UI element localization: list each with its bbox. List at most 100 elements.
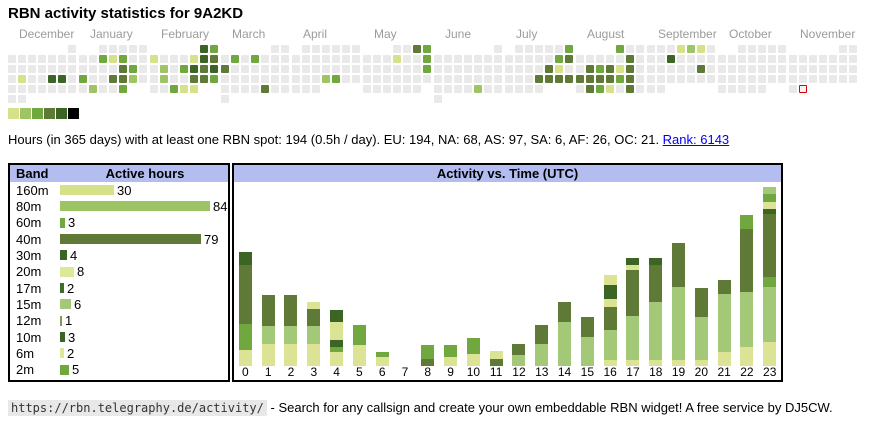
calendar-day: [647, 85, 655, 93]
calendar-day: [748, 65, 756, 73]
calendar-day: [373, 75, 381, 83]
bar-segment: [558, 322, 572, 366]
band-label: 60m: [16, 215, 42, 231]
band-hours-value: 1: [65, 313, 73, 329]
calendar-day: [200, 85, 208, 93]
calendar-day: [271, 85, 279, 93]
bar-segment: [261, 344, 275, 366]
bar-segment: [603, 285, 617, 299]
calendar-day: [403, 55, 411, 63]
month-label: November: [800, 27, 856, 41]
calendar-day: [545, 75, 553, 83]
calendar-day: [657, 65, 665, 73]
calendar-day: [261, 45, 269, 53]
hour-tick-label: 16: [603, 365, 617, 379]
calendar-day: [728, 65, 736, 73]
calendar-day: [464, 55, 472, 63]
bar-segment: [489, 351, 503, 359]
calendar-day: [18, 45, 26, 53]
footer-url: https://rbn.telegraphy.de/activity/: [8, 400, 267, 416]
bar-segment: [238, 324, 252, 350]
calendar-day: [474, 95, 482, 103]
calendar-day: [28, 65, 36, 73]
calendar-day: [332, 55, 340, 63]
hour-column: [416, 182, 439, 366]
calendar-day: [565, 55, 573, 63]
calendar-day: [707, 55, 715, 63]
calendar-day: [768, 85, 776, 93]
stacked-bar: [717, 280, 731, 366]
calendar-day: [789, 95, 797, 103]
calendar-day: [728, 45, 736, 53]
calendar-day: [403, 45, 411, 53]
hour-column: [530, 182, 553, 366]
calendar-day: [129, 95, 137, 103]
stacked-bar: [763, 187, 777, 366]
calendar-day: [434, 75, 442, 83]
bar-segment: [740, 292, 754, 347]
band-hours-bar: [60, 217, 65, 228]
bar-segment: [466, 354, 480, 366]
band-hours-bar: [60, 332, 65, 343]
calendar-day: [586, 95, 594, 103]
calendar-day: [728, 55, 736, 63]
calendar-day: [616, 95, 624, 103]
calendar-day: [221, 95, 229, 103]
month-label: February: [161, 27, 210, 41]
calendar-day: [667, 75, 675, 83]
bar-segment: [694, 288, 708, 317]
legend-swatch: [20, 108, 31, 119]
calendar-day: [758, 75, 766, 83]
calendar-day: [18, 95, 26, 103]
calendar-day: [515, 45, 523, 53]
month-label: June: [445, 27, 472, 41]
calendar-day: [718, 45, 726, 53]
calendar-day: [707, 65, 715, 73]
calendar-day: [363, 85, 371, 93]
calendar-day: [707, 95, 715, 103]
rank-link[interactable]: Rank: 6143: [662, 132, 730, 147]
calendar-day: [758, 65, 766, 73]
calendar-day: [525, 95, 533, 103]
footer-text: - Search for any callsign and create you…: [270, 400, 833, 415]
calendar-day: [606, 45, 614, 53]
calendar-day: [28, 95, 36, 103]
calendar-day: [281, 55, 289, 63]
calendar-day: [677, 55, 685, 63]
stacked-bar: [535, 325, 549, 366]
calendar-day: [180, 65, 188, 73]
hour-column: [553, 182, 576, 366]
bar-segment: [421, 345, 435, 359]
calendar-day: [789, 85, 797, 93]
band-hours-value: 30: [117, 182, 132, 198]
band-label: 15m: [16, 296, 42, 312]
calendar-day: [383, 75, 391, 83]
calendar-day: [99, 55, 107, 63]
month-grid: [505, 45, 573, 103]
calendar-day: [413, 75, 421, 83]
calendar-day: [129, 85, 137, 93]
calendar-day: [160, 45, 168, 53]
calendar-day: [190, 45, 198, 53]
calendar-day: [829, 85, 837, 93]
calendar-day: [728, 85, 736, 93]
calendar-day: [454, 75, 462, 83]
calendar-day: [484, 55, 492, 63]
calendar-day: [58, 65, 66, 73]
stacked-bar: [444, 345, 458, 366]
band-rows: 160m 30 80m 84 60m 3 40m 79 30m 4 20m 8 17m 2 15m 6 12m 1…: [10, 182, 228, 378]
calendar-day: [38, 65, 46, 73]
calendar-day: [849, 75, 857, 83]
calendar-day: [393, 55, 401, 63]
calendar-day: [555, 55, 563, 63]
bar-segment: [626, 265, 640, 270]
calendar-day: [139, 85, 147, 93]
calendar-day: [170, 75, 178, 83]
calendar-day: [292, 75, 300, 83]
calendar-day: [342, 65, 350, 73]
calendar-day: [322, 95, 330, 103]
hour-column: [713, 182, 736, 366]
calendar-day: [565, 45, 573, 53]
calendar-day: [261, 55, 269, 63]
